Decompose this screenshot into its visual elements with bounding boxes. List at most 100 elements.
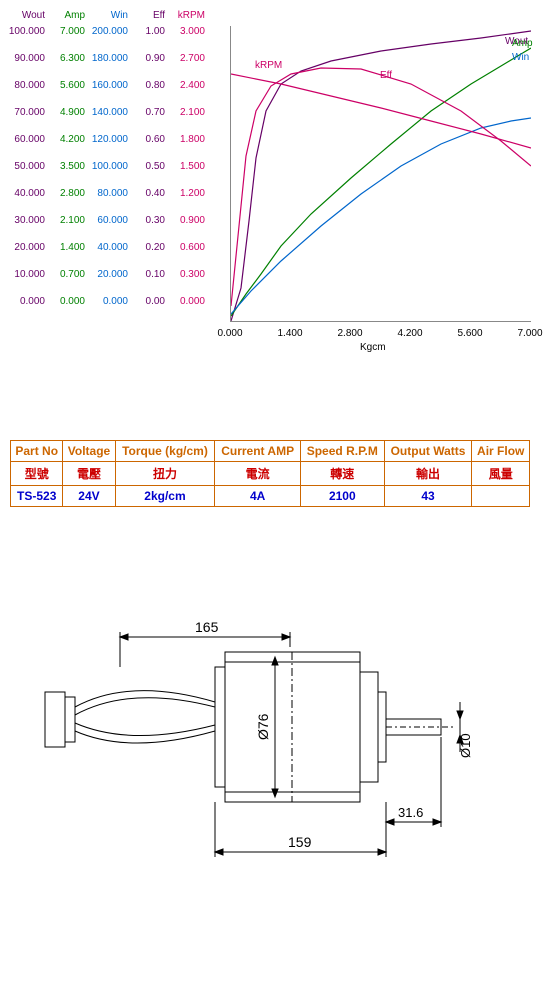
- col-header-cn: 電流: [215, 462, 301, 486]
- axis-win: Win200.000180.000160.000140.000120.00010…: [88, 10, 128, 323]
- axis-tick: 2.400: [170, 80, 205, 107]
- axis-amp: Amp7.0006.3005.6004.9004.2003.5002.8002.…: [50, 10, 85, 323]
- axis-tick: 70.000: [5, 107, 45, 134]
- axis-tick: 0.900: [170, 215, 205, 242]
- col-header-cn: 輸出: [384, 462, 472, 486]
- series-amp: [231, 48, 531, 316]
- axis-tick: 30.000: [5, 215, 45, 242]
- axis-tick: 3.000: [170, 26, 205, 53]
- axis-tick: 5.600: [50, 80, 85, 107]
- axis-tick: 0.000: [170, 296, 205, 323]
- axis-tick: 200.000: [88, 26, 128, 53]
- spec-value: 2kg/cm: [115, 486, 215, 507]
- col-header-en: Air Flow: [472, 441, 530, 462]
- x-tick: 7.000: [510, 328, 550, 339]
- axis-tick: 2.100: [50, 215, 85, 242]
- axis-tick: 120.000: [88, 134, 128, 161]
- axis-tick: 3.500: [50, 161, 85, 188]
- axis-tick: 0.000: [50, 296, 85, 323]
- series-krpm: [231, 68, 531, 306]
- col-header-en: Output Watts: [384, 441, 472, 462]
- series-label-krpm: kRPM: [255, 60, 282, 71]
- axis-tick: 80.000: [5, 80, 45, 107]
- axis-tick: 90.000: [5, 53, 45, 80]
- axis-tick: 2.100: [170, 107, 205, 134]
- axis-tick: 0.70: [135, 107, 165, 134]
- axis-tick: 1.00: [135, 26, 165, 53]
- x-tick: 1.400: [270, 328, 310, 339]
- x-tick: 2.800: [330, 328, 370, 339]
- col-header-en: Voltage: [63, 441, 115, 462]
- series-label-eff: Eff: [380, 70, 392, 81]
- axis-tick: 2.800: [50, 188, 85, 215]
- axis-tick: 0.90: [135, 53, 165, 80]
- axis-tick: 0.700: [50, 269, 85, 296]
- axis-tick: 0.40: [135, 188, 165, 215]
- series-label-win: Win: [512, 52, 529, 63]
- axis-krpm: kRPM3.0002.7002.4002.1001.8001.5001.2000…: [170, 10, 205, 323]
- axis-tick: 80.000: [88, 188, 128, 215]
- axis-tick: 0.000: [5, 296, 45, 323]
- axis-tick: 0.000: [88, 296, 128, 323]
- x-tick: 4.200: [390, 328, 430, 339]
- mechanical-drawing: 165 Ø76: [0, 607, 550, 927]
- col-header-cn: 扭力: [115, 462, 215, 486]
- spec-value: 4A: [215, 486, 301, 507]
- series-win: [231, 118, 531, 314]
- spec-value: 24V: [63, 486, 115, 507]
- axis-tick: 2.700: [170, 53, 205, 80]
- axis-tick: 0.600: [170, 242, 205, 269]
- axis-tick: 20.000: [88, 269, 128, 296]
- axis-eff: Eff1.000.900.800.700.600.500.400.300.200…: [135, 10, 165, 323]
- axis-header: Amp: [50, 10, 85, 24]
- axis-tick: 1.500: [170, 161, 205, 188]
- col-header-cn: 風量: [472, 462, 530, 486]
- axis-tick: 0.20: [135, 242, 165, 269]
- axis-header: Eff: [135, 10, 165, 24]
- axis-tick: 60.000: [88, 215, 128, 242]
- axis-tick: 0.00: [135, 296, 165, 323]
- x-tick: 0.000: [210, 328, 250, 339]
- axis-tick: 50.000: [5, 161, 45, 188]
- axis-tick: 7.000: [50, 26, 85, 53]
- dim-shaft-len: 31.6: [398, 805, 423, 820]
- spec-value: [472, 486, 530, 507]
- axis-tick: 100.000: [5, 26, 45, 53]
- axis-tick: 40.000: [5, 188, 45, 215]
- axis-tick: 4.200: [50, 134, 85, 161]
- col-header-en: Current AMP: [215, 441, 301, 462]
- axis-tick: 40.000: [88, 242, 128, 269]
- axis-tick: 1.200: [170, 188, 205, 215]
- spec-value: 2100: [300, 486, 384, 507]
- axis-tick: 4.900: [50, 107, 85, 134]
- axis-tick: 0.300: [170, 269, 205, 296]
- axis-tick: 1.400: [50, 242, 85, 269]
- axis-tick: 180.000: [88, 53, 128, 80]
- axis-tick: 60.000: [5, 134, 45, 161]
- axis-tick: 0.80: [135, 80, 165, 107]
- spec-value: TS-523: [11, 486, 63, 507]
- series-label-amp: Amp: [512, 38, 533, 49]
- axis-header: kRPM: [170, 10, 205, 24]
- dim-total-len: 159: [288, 834, 312, 850]
- axis-tick: 0.50: [135, 161, 165, 188]
- x-tick: 5.600: [450, 328, 490, 339]
- series-eff: [231, 74, 531, 148]
- col-header-en: Part No: [11, 441, 63, 462]
- axis-tick: 1.800: [170, 134, 205, 161]
- spec-value: 43: [384, 486, 472, 507]
- axis-tick: 20.000: [5, 242, 45, 269]
- col-header-cn: 電壓: [63, 462, 115, 486]
- col-header-cn: 型號: [11, 462, 63, 486]
- col-header-en: Torque (kg/cm): [115, 441, 215, 462]
- axis-tick: 10.000: [5, 269, 45, 296]
- dim-shaft-dia: Ø10: [458, 733, 473, 758]
- axis-wout: Wout100.00090.00080.00070.00060.00050.00…: [5, 10, 45, 323]
- axis-tick: 140.000: [88, 107, 128, 134]
- axis-tick: 160.000: [88, 80, 128, 107]
- drawing-svg: 165 Ø76: [0, 607, 550, 927]
- axis-tick: 0.10: [135, 269, 165, 296]
- dim-dia: Ø76: [255, 713, 271, 740]
- x-axis-label: Kgcm: [360, 342, 386, 353]
- spec-table: Part NoVoltageTorque (kg/cm)Current AMPS…: [10, 440, 530, 507]
